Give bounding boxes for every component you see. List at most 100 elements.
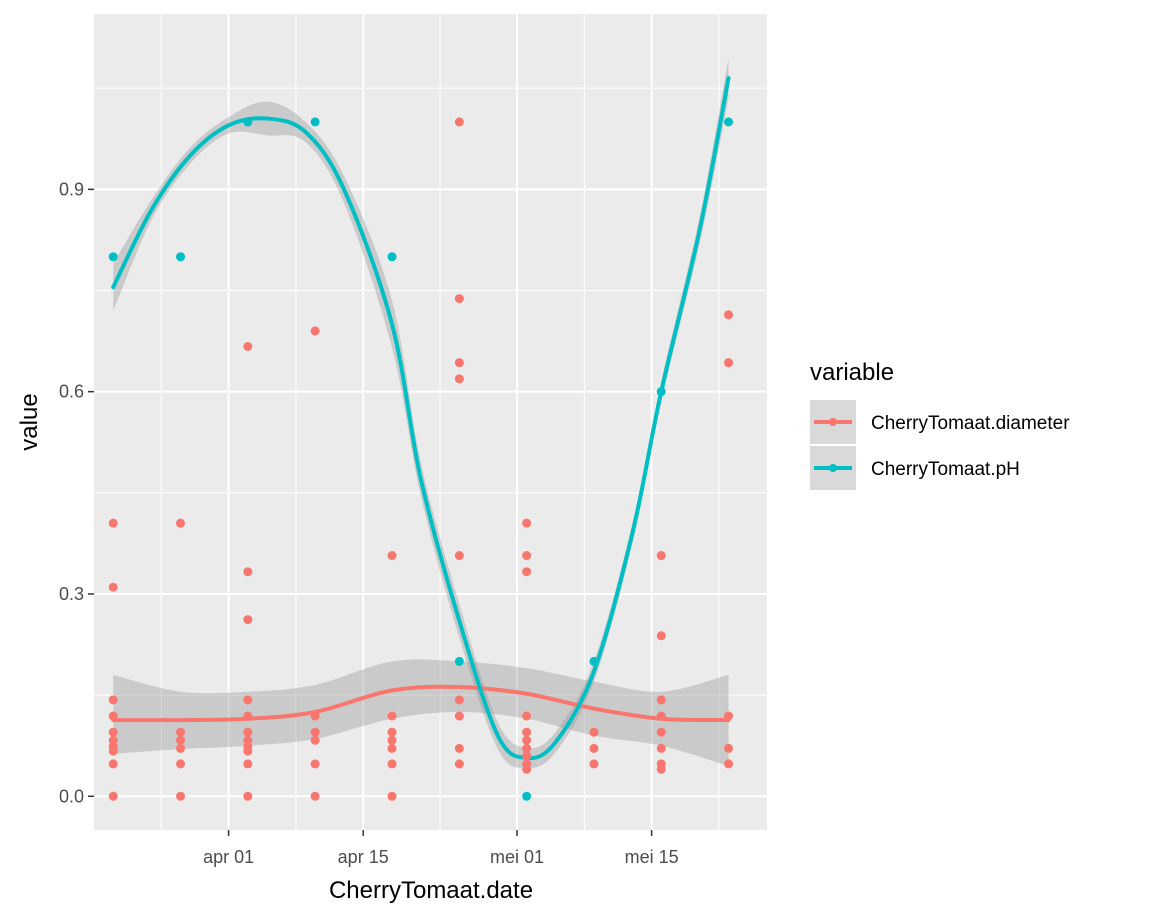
y-tick-label: 0.3 <box>59 584 84 604</box>
data-point-ph <box>724 117 734 127</box>
data-point-diameter <box>522 727 532 737</box>
legend-point-diameter <box>829 418 837 426</box>
data-point-diameter <box>108 582 118 592</box>
data-point-diameter <box>108 735 118 745</box>
data-point-diameter <box>108 711 118 721</box>
legend-point-ph <box>829 464 837 472</box>
data-point-diameter <box>387 759 397 769</box>
data-point-diameter <box>522 711 532 721</box>
y-axis-ticks: 0.0 0.3 0.6 0.9 <box>59 179 94 806</box>
data-point-diameter <box>656 711 666 721</box>
data-point-diameter <box>589 743 599 753</box>
data-point-diameter <box>656 727 666 737</box>
data-point-diameter <box>387 727 397 737</box>
legend-key-diameter <box>810 400 856 444</box>
x-tick-label: apr 15 <box>338 847 389 867</box>
data-point-diameter <box>522 735 532 745</box>
x-tick-label: apr 01 <box>203 847 254 867</box>
data-point-diameter <box>454 743 464 753</box>
y-tick-label: 0.0 <box>59 786 84 806</box>
confidence-bands <box>113 57 729 769</box>
data-point-ph <box>589 656 599 666</box>
data-point-diameter <box>243 567 253 577</box>
data-point-diameter <box>656 551 666 561</box>
data-point-diameter <box>589 727 599 737</box>
legend-title: variable <box>810 359 894 386</box>
smooth-lines <box>111 76 731 761</box>
data-point-diameter <box>724 743 734 753</box>
legend-label-ph: CherryTomaat.pH <box>871 459 1020 480</box>
data-point-ph <box>522 791 532 801</box>
data-point-diameter <box>454 695 464 705</box>
data-point-diameter <box>243 735 253 745</box>
data-point-diameter <box>176 791 186 801</box>
legend-label-diameter: CherryTomaat.diameter <box>871 413 1070 434</box>
data-point-diameter <box>108 695 118 705</box>
data-point-diameter <box>454 551 464 561</box>
data-point-ph <box>656 387 666 397</box>
data-point-diameter <box>724 711 734 721</box>
data-point-diameter <box>522 518 532 528</box>
data-point-diameter <box>724 310 734 320</box>
data-point-diameter <box>522 743 532 753</box>
confidence-band-diameter <box>113 659 729 766</box>
data-point-diameter <box>656 743 666 753</box>
data-point-ph <box>387 252 397 262</box>
smooth-line-diameter <box>111 684 731 723</box>
data-point-diameter <box>243 711 253 721</box>
data-point-diameter <box>454 374 464 384</box>
data-point-diameter <box>454 358 464 368</box>
smooth-line-ph <box>111 76 731 761</box>
data-point-diameter <box>176 518 186 528</box>
data-point-diameter <box>522 551 532 561</box>
data-point-diameter <box>243 695 253 705</box>
data-point-diameter <box>454 294 464 304</box>
data-point-diameter <box>108 518 118 528</box>
data-point-diameter <box>522 567 532 577</box>
legend-key-ph <box>810 446 856 490</box>
x-tick-label: mei 15 <box>625 847 679 867</box>
data-point-diameter <box>656 695 666 705</box>
y-tick-label: 0.6 <box>59 382 84 402</box>
data-point-ph <box>310 117 320 127</box>
data-point-diameter <box>243 791 253 801</box>
legend: variable CherryTomaat.diameter CherryTom… <box>810 359 1070 490</box>
data-point-diameter <box>243 727 253 737</box>
data-point-diameter <box>656 759 666 769</box>
data-point-diameter <box>310 791 320 801</box>
data-point-diameter <box>387 735 397 745</box>
data-point-diameter <box>589 759 599 769</box>
y-axis-title: value <box>16 393 43 450</box>
data-point-diameter <box>310 711 320 721</box>
data-point-ph <box>243 117 253 127</box>
data-point-diameter <box>454 711 464 721</box>
data-point-ph <box>454 656 464 666</box>
data-point-diameter <box>522 751 532 761</box>
x-axis-title: CherryTomaat.date <box>329 877 533 904</box>
data-point-diameter <box>108 791 118 801</box>
data-point-diameter <box>243 759 253 769</box>
data-point-diameter <box>454 759 464 769</box>
data-point-ph <box>108 252 118 262</box>
data-point-diameter <box>243 341 253 351</box>
data-points <box>108 117 734 801</box>
data-point-diameter <box>724 358 734 368</box>
data-point-diameter <box>176 743 186 753</box>
y-tick-label: 0.9 <box>59 179 84 199</box>
data-point-diameter <box>108 759 118 769</box>
data-point-diameter <box>656 631 666 641</box>
data-point-diameter <box>724 759 734 769</box>
data-point-diameter <box>310 759 320 769</box>
data-point-diameter <box>176 759 186 769</box>
data-point-diameter <box>387 791 397 801</box>
x-axis-ticks: apr 01 apr 15 mei 01 mei 15 <box>203 830 679 867</box>
data-point-diameter <box>387 711 397 721</box>
data-point-diameter <box>176 727 186 737</box>
data-point-diameter <box>310 735 320 745</box>
data-point-diameter <box>310 326 320 336</box>
data-point-diameter <box>522 759 532 769</box>
data-point-ph <box>176 252 186 262</box>
data-point-diameter <box>108 727 118 737</box>
data-point-diameter <box>387 551 397 561</box>
